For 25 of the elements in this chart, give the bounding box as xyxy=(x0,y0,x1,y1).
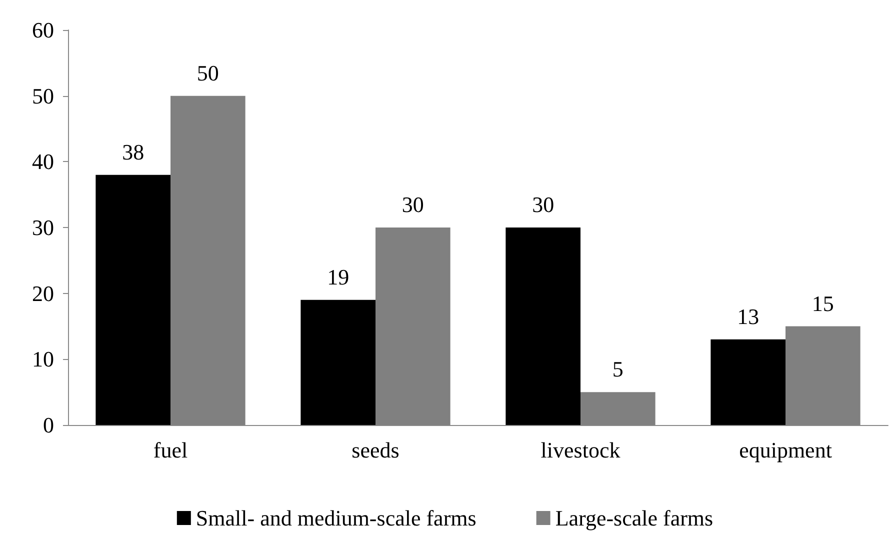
bar xyxy=(96,174,170,425)
bar xyxy=(300,300,376,425)
x-tick-label: livestock xyxy=(540,438,620,462)
y-tick-label: 60 xyxy=(32,18,54,42)
data-label: 30 xyxy=(402,192,424,217)
x-tick-label: fuel xyxy=(153,438,188,462)
data-label: 50 xyxy=(196,60,219,86)
bar xyxy=(506,228,580,425)
x-tick-label: seeds xyxy=(352,438,400,462)
y-tick-label: 50 xyxy=(32,83,54,108)
legend-label: Large-scale farms xyxy=(555,506,714,530)
data-label: 38 xyxy=(122,139,144,164)
y-tick-label: 0 xyxy=(43,412,54,438)
x-tick-label: equipment xyxy=(739,438,832,462)
y-tick-label: 30 xyxy=(32,215,54,240)
data-label: 5 xyxy=(612,356,624,382)
data-label: 15 xyxy=(812,290,834,316)
y-tick-label: 40 xyxy=(32,149,54,174)
y-tick-label: 20 xyxy=(32,280,54,306)
bar xyxy=(710,339,786,425)
data-label: 13 xyxy=(737,304,760,329)
y-tick-label: 10 xyxy=(32,346,54,372)
legend-label: Small- and medium-scale farms xyxy=(196,506,476,530)
data-label: 19 xyxy=(327,264,350,290)
data-label: 30 xyxy=(532,192,554,217)
